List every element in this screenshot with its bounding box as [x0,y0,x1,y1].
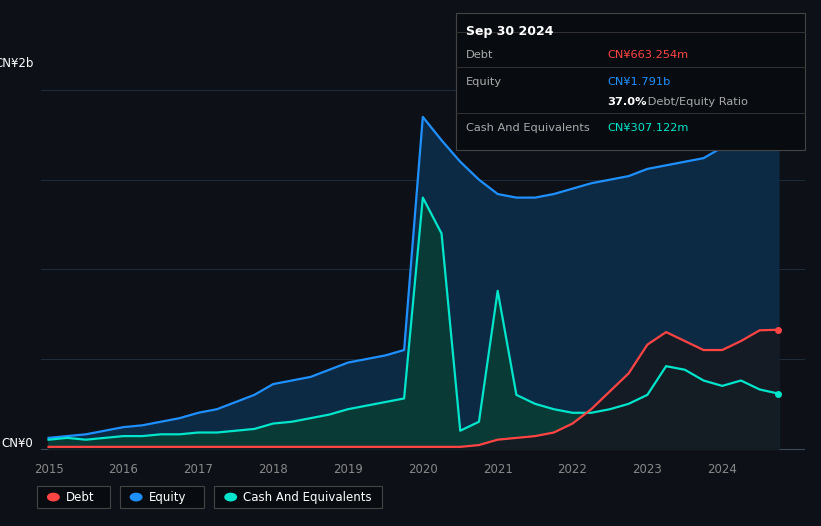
Text: CN¥663.254m: CN¥663.254m [608,50,689,60]
Text: Cash And Equivalents: Cash And Equivalents [243,491,372,503]
Text: Debt: Debt [66,491,94,503]
Text: Debt: Debt [466,50,493,60]
Text: CN¥307.122m: CN¥307.122m [608,123,689,133]
Text: CN¥0: CN¥0 [2,437,34,450]
Text: Equity: Equity [466,77,502,87]
Text: CN¥1.791b: CN¥1.791b [608,77,671,87]
Text: CN¥2b: CN¥2b [0,57,34,69]
Text: 37.0%: 37.0% [608,97,647,107]
Text: Debt/Equity Ratio: Debt/Equity Ratio [644,97,749,107]
Text: Equity: Equity [149,491,186,503]
Text: Sep 30 2024: Sep 30 2024 [466,25,554,38]
Text: Cash And Equivalents: Cash And Equivalents [466,123,590,133]
